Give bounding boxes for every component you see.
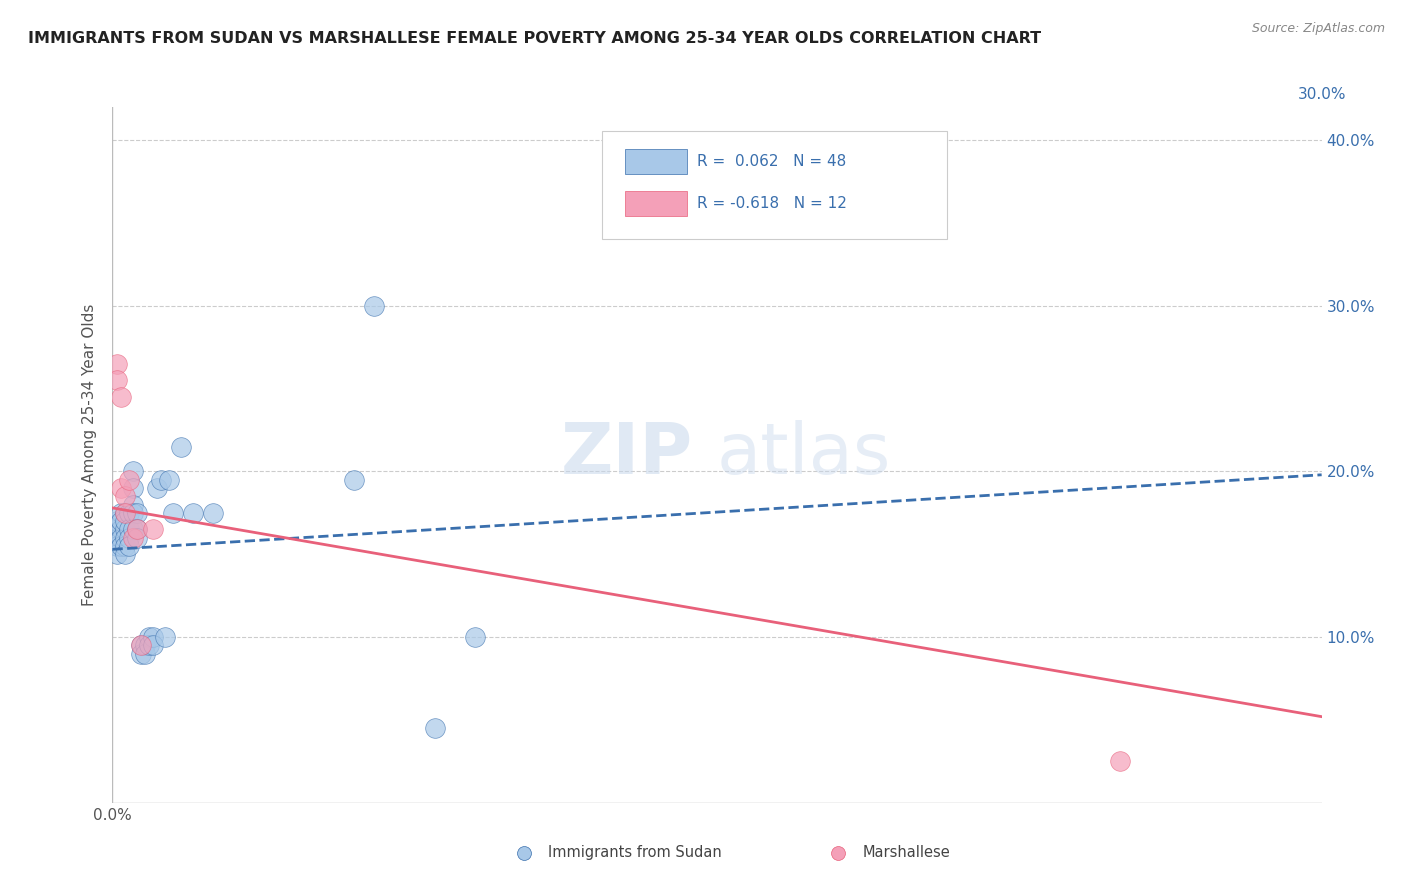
Point — [105, 373, 128, 387]
Point — [121, 523, 143, 537]
Point — [117, 473, 139, 487]
Point — [125, 531, 148, 545]
Text: Marshallese: Marshallese — [862, 846, 950, 861]
Point — [105, 531, 128, 545]
Point — [138, 639, 160, 653]
Point — [114, 547, 136, 561]
Text: ZIP: ZIP — [561, 420, 693, 490]
Point — [149, 473, 172, 487]
Point — [134, 639, 156, 653]
Point — [110, 539, 132, 553]
Text: atlas: atlas — [717, 420, 891, 490]
Point — [138, 630, 160, 644]
Point — [117, 523, 139, 537]
Point — [114, 506, 136, 520]
FancyBboxPatch shape — [626, 149, 686, 174]
Text: Source: ZipAtlas.com: Source: ZipAtlas.com — [1251, 22, 1385, 36]
Point — [114, 539, 136, 553]
Point — [170, 440, 193, 454]
Text: R = -0.618   N = 12: R = -0.618 N = 12 — [696, 195, 846, 211]
Point — [110, 390, 132, 404]
Point — [110, 523, 132, 537]
Point — [110, 506, 132, 520]
Point — [423, 721, 446, 735]
Text: IMMIGRANTS FROM SUDAN VS MARSHALLESE FEMALE POVERTY AMONG 25-34 YEAR OLDS CORREL: IMMIGRANTS FROM SUDAN VS MARSHALLESE FEM… — [28, 31, 1042, 46]
Point — [1109, 755, 1132, 769]
Point — [117, 531, 139, 545]
Point — [129, 639, 152, 653]
Point — [343, 473, 366, 487]
Point — [142, 630, 165, 644]
Point — [202, 506, 225, 520]
Point — [162, 506, 184, 520]
Point — [114, 489, 136, 503]
Point — [110, 531, 132, 545]
Point — [157, 473, 180, 487]
Point — [117, 506, 139, 520]
Point — [125, 523, 148, 537]
Point — [125, 523, 148, 537]
Point — [105, 523, 128, 537]
Point — [363, 299, 385, 313]
Point — [153, 630, 176, 644]
FancyBboxPatch shape — [626, 191, 686, 216]
Point — [110, 514, 132, 528]
Point — [117, 539, 139, 553]
Point — [129, 647, 152, 661]
Point — [121, 498, 143, 512]
Point — [142, 639, 165, 653]
Point — [114, 523, 136, 537]
Point — [121, 481, 143, 495]
FancyBboxPatch shape — [602, 131, 946, 239]
Point — [142, 523, 165, 537]
Point — [129, 639, 152, 653]
Point — [134, 647, 156, 661]
Point — [121, 531, 143, 545]
Point — [181, 506, 204, 520]
Point — [105, 539, 128, 553]
Text: Immigrants from Sudan: Immigrants from Sudan — [548, 846, 721, 861]
Point — [121, 465, 143, 479]
Point — [125, 506, 148, 520]
Point — [110, 481, 132, 495]
Point — [105, 357, 128, 371]
Y-axis label: Female Poverty Among 25-34 Year Olds: Female Poverty Among 25-34 Year Olds — [82, 304, 97, 606]
Point — [105, 514, 128, 528]
Point — [114, 531, 136, 545]
Point — [146, 481, 169, 495]
Point — [121, 506, 143, 520]
Point — [114, 506, 136, 520]
Point — [464, 630, 486, 644]
Text: R =  0.062   N = 48: R = 0.062 N = 48 — [696, 153, 846, 169]
Point — [114, 514, 136, 528]
Point — [105, 547, 128, 561]
